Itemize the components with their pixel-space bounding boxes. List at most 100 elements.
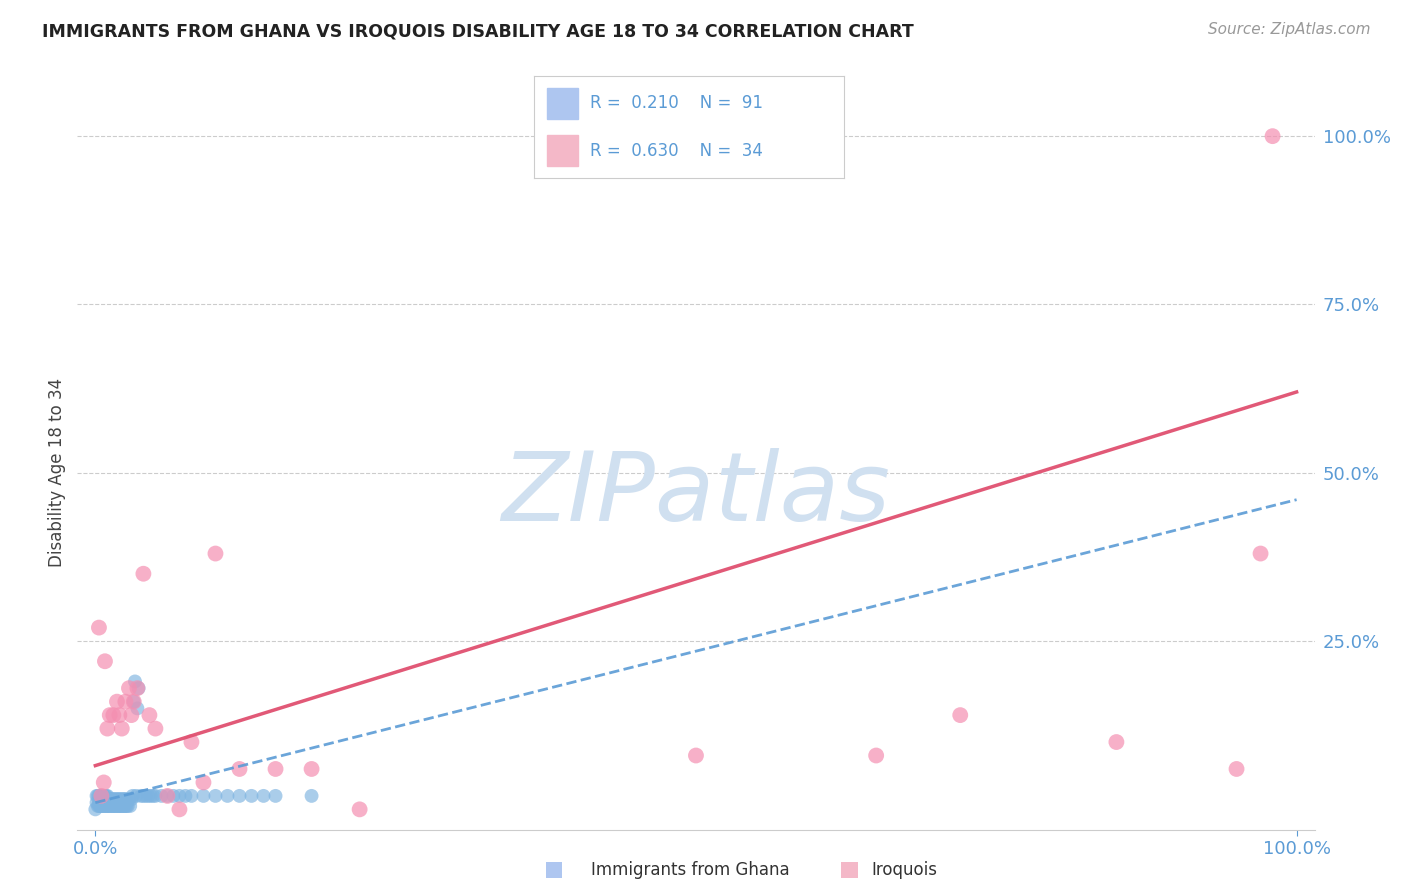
Point (180, 735, 202, 749)
Point (117, 799, 139, 814)
Point (93, 775, 115, 789)
Point (204, 547, 226, 561)
Point (93, 789, 115, 803)
Point (87, 799, 110, 814)
Point (1105, 735, 1128, 749)
Point (93, 799, 115, 814)
Point (138, 708, 160, 723)
Point (252, 789, 274, 803)
Point (122, 695, 145, 709)
Point (301, 762, 323, 776)
Point (97, 792, 120, 806)
Point (142, 789, 165, 803)
Point (90, 796, 112, 810)
Point (105, 792, 128, 806)
Point (111, 722, 134, 736)
Point (94, 654, 117, 668)
Point (96, 789, 118, 803)
Point (98, 799, 121, 814)
Point (90, 799, 112, 814)
Point (169, 802, 191, 816)
Point (865, 748, 887, 763)
Point (112, 799, 135, 814)
Point (264, 789, 287, 803)
Point (84, 802, 107, 816)
Point (301, 789, 323, 803)
Text: Immigrants from Ghana: Immigrants from Ghana (591, 861, 789, 879)
Point (93, 796, 115, 810)
Point (132, 789, 155, 803)
Point (94, 799, 117, 814)
Point (104, 792, 127, 806)
Point (86, 789, 108, 803)
Point (180, 789, 202, 803)
Point (174, 789, 197, 803)
Point (111, 792, 134, 806)
Point (115, 792, 138, 806)
Point (103, 708, 125, 723)
Point (118, 792, 141, 806)
Point (108, 799, 131, 814)
Point (110, 792, 132, 806)
Point (114, 695, 136, 709)
Point (101, 792, 124, 806)
Point (127, 701, 149, 715)
Point (1225, 762, 1247, 776)
Point (98, 708, 121, 723)
Point (145, 789, 167, 803)
Point (115, 799, 138, 814)
Point (105, 799, 128, 814)
Point (91, 796, 114, 810)
Text: ZIPatlas: ZIPatlas (502, 448, 890, 541)
Point (150, 789, 173, 803)
Point (90, 789, 112, 803)
Point (129, 789, 152, 803)
Point (96, 799, 118, 814)
Point (193, 775, 215, 789)
Point (685, 748, 707, 763)
Point (97, 799, 120, 814)
Point (96, 722, 118, 736)
Point (94, 789, 117, 803)
Point (86, 796, 108, 810)
Point (156, 789, 179, 803)
Point (228, 789, 250, 803)
Point (87, 789, 110, 803)
Point (89, 799, 111, 814)
Point (121, 789, 143, 803)
Point (108, 708, 131, 723)
Point (105, 695, 128, 709)
Point (96, 796, 118, 810)
Point (132, 566, 155, 581)
Point (103, 792, 125, 806)
Point (127, 681, 149, 696)
Text: R =  0.630    N =  34: R = 0.630 N = 34 (591, 142, 763, 160)
Point (349, 802, 371, 816)
Point (107, 792, 129, 806)
Point (104, 799, 127, 814)
Point (193, 789, 215, 803)
Point (108, 792, 131, 806)
Text: Source: ZipAtlas.com: Source: ZipAtlas.com (1208, 22, 1371, 37)
Point (98, 792, 121, 806)
Point (204, 789, 226, 803)
Point (96, 789, 118, 803)
Point (114, 799, 136, 814)
Point (135, 789, 157, 803)
Point (91, 789, 114, 803)
Bar (547, 88, 578, 119)
Point (91, 799, 114, 814)
Point (124, 674, 146, 689)
Point (110, 799, 132, 814)
Point (125, 789, 148, 803)
Point (217, 789, 239, 803)
Point (118, 681, 141, 696)
Point (90, 789, 112, 803)
Point (87, 789, 110, 803)
Point (112, 792, 135, 806)
Point (120, 708, 142, 723)
Point (103, 799, 125, 814)
Point (89, 792, 111, 806)
Text: R =  0.210    N =  91: R = 0.210 N = 91 (591, 94, 763, 112)
Point (139, 789, 162, 803)
